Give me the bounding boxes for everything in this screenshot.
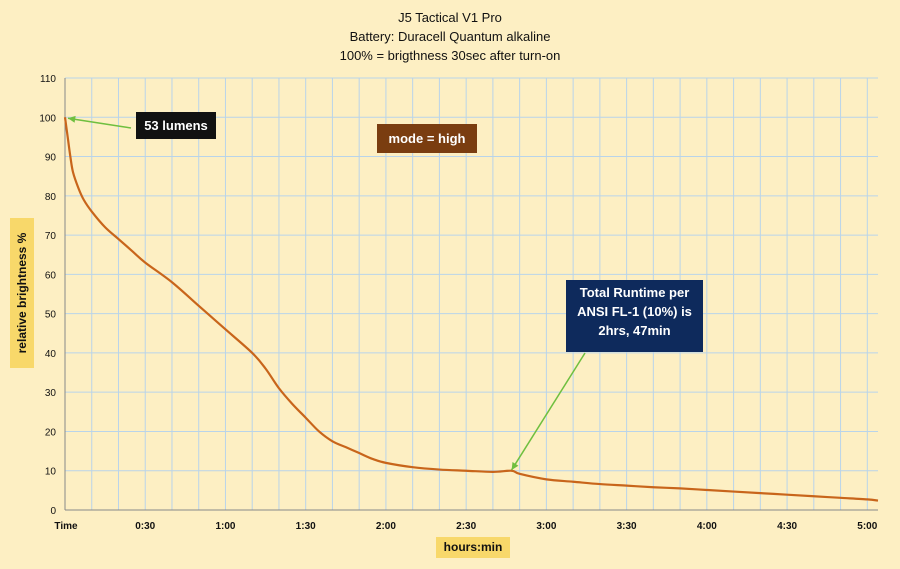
x-tick-label: Time (54, 521, 78, 532)
series-group (63, 117, 879, 502)
lumens-arrow-line (67, 117, 132, 129)
y-tick-label: 100 (39, 113, 56, 124)
y-tick-label: 10 (45, 467, 57, 478)
y-tick-label: 20 (45, 427, 57, 438)
title-line-3: 100% = brigthness 30sec after turn-on (339, 48, 561, 63)
x-tick-label: 3:30 (617, 521, 637, 532)
y-tick-label: 50 (45, 310, 57, 321)
x-tick-label: 3:00 (536, 521, 556, 532)
y-tick-label: 110 (40, 74, 56, 85)
lumens-annotation: 53 lumens (136, 112, 216, 139)
chart-title: J5 Tactical V1 Pro Battery: Duracell Qua… (0, 8, 900, 65)
y-tick-label: 80 (45, 192, 57, 203)
x-tick-label: 2:30 (456, 521, 476, 532)
y-tick-label: 60 (45, 270, 57, 281)
x-tick-label: 1:30 (296, 521, 316, 532)
runtime-line-1: Total Runtime per (579, 285, 690, 300)
y-tick-label: 0 (50, 506, 56, 517)
title-line-2: Battery: Duracell Quantum alkaline (349, 29, 551, 44)
runtime-line-2: ANSI FL-1 (10%) is (577, 304, 692, 319)
x-tick-label: 2:00 (376, 521, 396, 532)
y-tick-label: 70 (45, 231, 57, 242)
runtime-line-3: 2hrs, 47min (598, 323, 671, 338)
x-tick-label: 4:00 (697, 521, 717, 532)
x-tick-label: 1:00 (215, 521, 235, 532)
y-tick-labels: 0 10 20 30 40 50 60 70 80 90 100 110 (39, 74, 56, 517)
x-axis-label: hours:min (436, 537, 510, 558)
y-tick-label: 90 (45, 153, 57, 164)
axes (64, 78, 878, 511)
y-tick-label: 30 (45, 388, 57, 399)
brightness-series-line (63, 117, 879, 502)
annotation-arrows (67, 115, 586, 471)
gridlines (65, 77, 878, 510)
runtime-arrow-head (511, 461, 519, 470)
y-axis-label: relative brightness % (15, 232, 29, 354)
runtime-annotation: Total Runtime per ANSI FL-1 (10%) is 2hr… (566, 280, 703, 352)
mode-annotation: mode = high (377, 124, 477, 153)
x-tick-label: 4:30 (777, 521, 797, 532)
runtime-arrow-line (510, 352, 586, 471)
x-tick-label: 0:30 (135, 521, 155, 532)
y-axis-label-background (10, 218, 34, 368)
title-line-1: J5 Tactical V1 Pro (398, 10, 502, 25)
x-tick-label: 5:00 (857, 521, 877, 532)
lumens-arrow-head (68, 115, 76, 123)
y-tick-label: 40 (45, 349, 57, 360)
x-tick-labels: Time 0:30 1:00 1:30 2:00 2:30 3:00 3:30 4:00 4:30… (54, 521, 877, 532)
